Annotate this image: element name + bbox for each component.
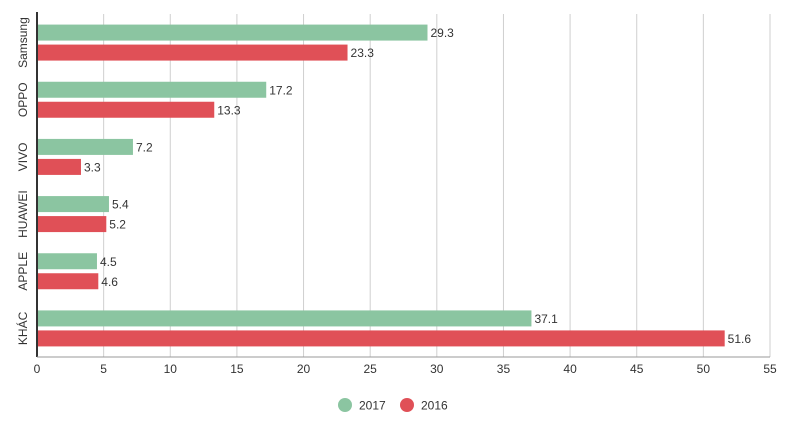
x-tick-label: 40: [563, 362, 577, 376]
bar-2016-2: [37, 158, 81, 175]
bar-2016-3: [37, 216, 107, 233]
data-label: 37.1: [534, 312, 558, 326]
x-tick-label: 10: [164, 362, 178, 376]
bar-2016-5: [37, 330, 725, 347]
x-tick-label: 15: [230, 362, 244, 376]
bar-2017-1: [37, 81, 267, 98]
bar-2016-4: [37, 273, 99, 290]
x-tick-label: 30: [430, 362, 444, 376]
x-tick-label: 35: [497, 362, 511, 376]
data-label: 3.3: [84, 160, 101, 174]
category-label: HUAWEI: [16, 190, 30, 238]
data-label: 17.2: [269, 83, 293, 97]
data-label: 13.3: [217, 103, 241, 117]
x-tick-label: 25: [364, 362, 378, 376]
category-label: VIVO: [16, 143, 30, 172]
data-label: 4.5: [100, 255, 117, 269]
category-label: OPPO: [16, 82, 30, 117]
bar-2016-1: [37, 101, 215, 118]
data-label: 4.6: [101, 275, 118, 289]
x-tick-label: 20: [297, 362, 311, 376]
bar-2017-0: [37, 24, 428, 41]
legend-marker-2017: [338, 398, 352, 412]
data-label: 51.6: [728, 332, 752, 346]
legend-label: 2016: [421, 399, 448, 413]
category-label: Samsung: [16, 17, 30, 68]
data-label: 5.2: [109, 218, 126, 232]
bar-2016-0: [37, 44, 348, 61]
bar-2017-4: [37, 253, 97, 270]
category-label: KHÁC: [15, 311, 30, 345]
bar-2017-3: [37, 196, 109, 213]
x-tick-label: 45: [630, 362, 644, 376]
legend: 2017 2016: [338, 398, 448, 413]
bars: 29.3 23.3 17.2 13.3 7.2 3.3 5.4 5.2 4.5 4.6 37.1 51…: [37, 24, 752, 347]
bar-2017-5: [37, 310, 532, 327]
x-tick-label: 55: [763, 362, 777, 376]
bar-2017-2: [37, 138, 133, 155]
x-tick-label: 50: [697, 362, 711, 376]
data-label: 5.4: [112, 198, 129, 212]
gridlines: [103, 14, 771, 357]
axes: 0 5 10 15 20 25 30 35 40 45 50 55 Samsung OPPO VIVO HUA…: [15, 12, 777, 376]
data-label: 7.2: [136, 140, 153, 154]
legend-marker-2016: [400, 398, 414, 412]
data-label: 29.3: [430, 26, 454, 40]
legend-label: 2017: [359, 399, 386, 413]
x-tick-label: 5: [100, 362, 107, 376]
x-tick-label: 0: [34, 362, 41, 376]
category-label: APPLE: [16, 252, 30, 291]
data-label: 23.3: [351, 46, 375, 60]
